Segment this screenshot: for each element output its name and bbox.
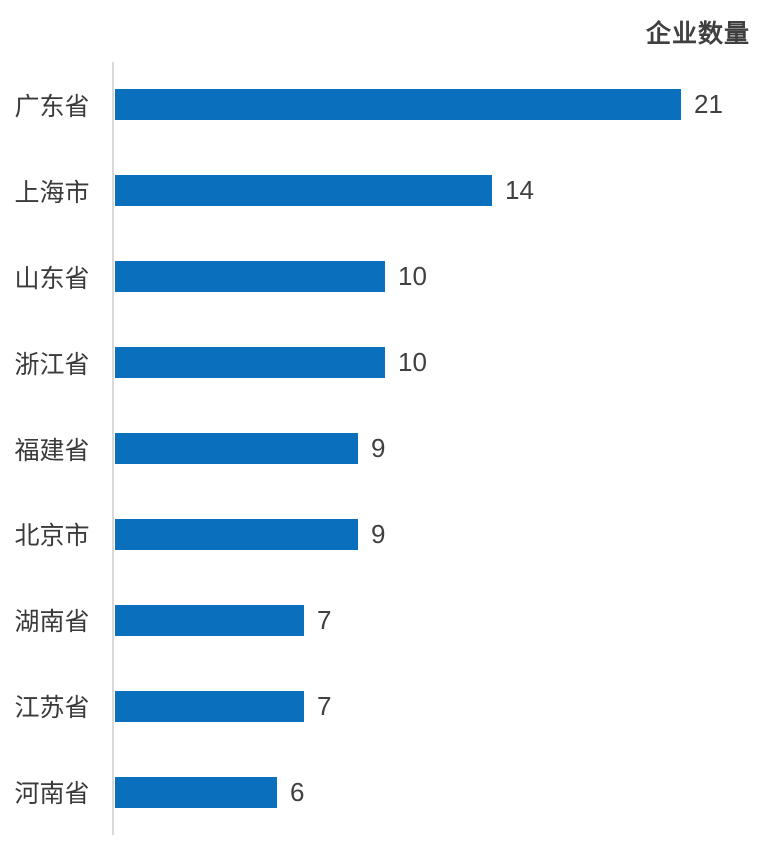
category-label: 广东省 <box>14 93 90 121</box>
bar <box>115 604 304 636</box>
bar-row: 福建省 9 <box>0 406 772 492</box>
category-label: 山东省 <box>14 265 90 293</box>
category-label: 上海市 <box>14 179 90 207</box>
bar-row: 湖南省 7 <box>0 577 772 663</box>
chart-title: 企业数量 <box>645 20 750 48</box>
value-label: 10 <box>398 347 427 378</box>
category-label: 福建省 <box>14 437 90 465</box>
bar-row: 山东省 10 <box>0 234 772 320</box>
value-label: 7 <box>317 690 332 721</box>
value-label: 9 <box>371 433 386 463</box>
bar-row: 北京市 9 <box>0 491 772 577</box>
bar <box>115 89 681 121</box>
bar <box>115 175 492 207</box>
bar-row: 上海市 14 <box>0 148 772 234</box>
bar-row: 广东省 21 <box>0 62 772 148</box>
bar-row: 河南省 6 <box>0 749 772 835</box>
bar-row: 浙江省 10 <box>0 320 772 406</box>
chart-rows: 广东省 21 上海市 14 山东省 10 浙江省 10 福建省 9 北京市 9 湖南省 7 江苏省 7 河南省 6 <box>0 62 772 835</box>
bar <box>115 518 358 550</box>
category-label: 河南省 <box>14 781 90 809</box>
value-label: 10 <box>398 261 427 292</box>
bar <box>115 433 358 464</box>
bar <box>115 776 277 808</box>
category-label: 北京市 <box>14 523 90 551</box>
value-label: 6 <box>290 776 305 807</box>
bar <box>115 347 385 379</box>
bar <box>115 690 304 722</box>
bar-row: 江苏省 7 <box>0 663 772 749</box>
value-label: 9 <box>371 518 386 549</box>
category-label: 浙江省 <box>14 351 90 379</box>
value-label: 7 <box>317 604 332 635</box>
category-label: 湖南省 <box>14 609 90 637</box>
value-label: 21 <box>694 89 723 120</box>
category-label: 江苏省 <box>14 695 90 723</box>
bar <box>115 261 385 293</box>
value-label: 14 <box>505 175 534 206</box>
y-axis-line <box>112 62 114 835</box>
